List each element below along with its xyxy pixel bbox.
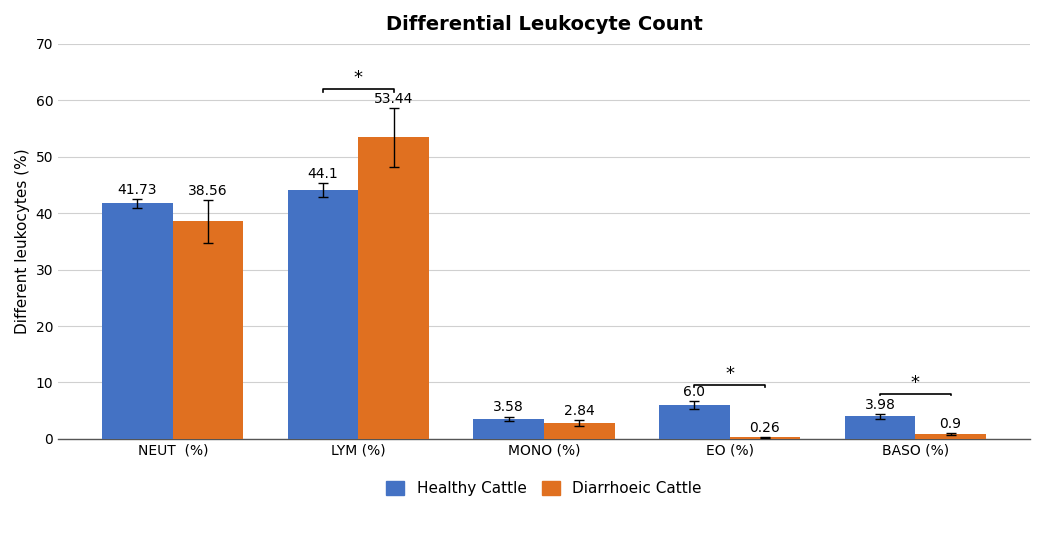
Bar — [544, 423, 614, 439]
Bar — [659, 405, 729, 439]
Text: 53.44: 53.44 — [374, 92, 414, 106]
Text: 0.9: 0.9 — [939, 417, 961, 431]
Text: 3.58: 3.58 — [493, 400, 525, 415]
Text: 44.1: 44.1 — [307, 167, 339, 181]
Text: *: * — [725, 365, 735, 383]
Bar — [102, 204, 172, 439]
Y-axis label: Different leukocytes (%): Different leukocytes (%) — [15, 148, 30, 334]
Bar — [358, 138, 428, 439]
Text: 38.56: 38.56 — [188, 184, 228, 197]
Bar — [172, 221, 243, 439]
Text: 41.73: 41.73 — [118, 183, 157, 197]
Legend: Healthy Cattle, Diarrhoeic Cattle: Healthy Cattle, Diarrhoeic Cattle — [380, 475, 709, 502]
Bar — [915, 434, 985, 439]
Bar — [473, 419, 544, 439]
Text: 6.0: 6.0 — [683, 385, 705, 399]
Bar — [729, 437, 800, 439]
Bar — [844, 416, 915, 439]
Text: *: * — [911, 373, 920, 392]
Title: Differential Leukocyte Count: Differential Leukocyte Count — [386, 15, 702, 34]
Bar — [287, 190, 358, 439]
Text: *: * — [354, 69, 363, 87]
Text: 3.98: 3.98 — [864, 398, 896, 411]
Text: 0.26: 0.26 — [749, 421, 781, 435]
Text: 2.84: 2.84 — [564, 404, 595, 417]
